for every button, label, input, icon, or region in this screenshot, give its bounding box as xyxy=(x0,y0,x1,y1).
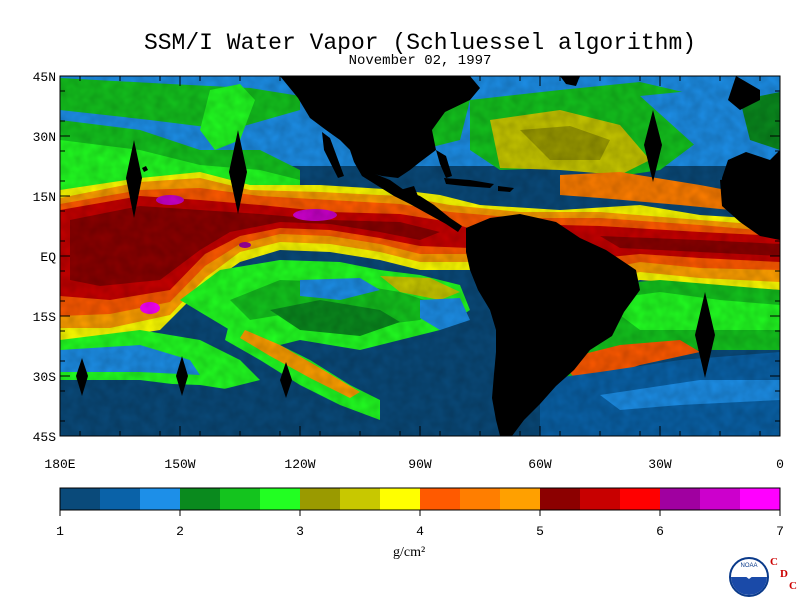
colorbar-tick-label: 7 xyxy=(776,524,784,539)
colorbar-swatch xyxy=(260,488,301,510)
cdc-logo: C D C xyxy=(768,556,800,596)
colorbar-swatch xyxy=(60,488,101,510)
noaa-logo-text: NOAA xyxy=(740,563,757,569)
lon-label: 120W xyxy=(284,457,315,472)
colorbar-tick-label: 5 xyxy=(536,524,544,539)
lat-label: 45S xyxy=(33,430,57,445)
latitude-axis: 45N 30N 15N EQ 15S 30S 45S xyxy=(33,70,780,445)
lat-label: 30S xyxy=(33,370,57,385)
lon-label: 30W xyxy=(648,457,672,472)
colorbar-swatch xyxy=(140,488,181,510)
lat-label: 15N xyxy=(33,190,56,205)
lon-label: 90W xyxy=(408,457,432,472)
colorbar-tick-label: 4 xyxy=(416,524,424,539)
cdc-letter-2: D xyxy=(780,568,788,580)
longitude-axis: 180E 150W 120W 90W 60W 30W 0 xyxy=(44,76,784,472)
colorbar-swatch xyxy=(420,488,461,510)
lon-label: 150W xyxy=(164,457,195,472)
colorbar-swatch xyxy=(460,488,501,510)
colorbar-swatch xyxy=(300,488,341,510)
colorbar-swatch xyxy=(540,488,581,510)
colorbar-tick-label: 1 xyxy=(56,524,64,539)
colorbar-units: g/cm² xyxy=(393,545,426,560)
colorbar: 1 2 3 4 5 6 7 xyxy=(56,487,784,539)
colorbar-swatch xyxy=(100,488,141,510)
colorbar-swatch xyxy=(740,488,781,510)
lon-label: 0 xyxy=(776,457,784,472)
lon-label: 60W xyxy=(528,457,552,472)
cdc-letter-1: C xyxy=(770,556,778,568)
map-title: SSM/I Water Vapor (Schluessel algorithm) xyxy=(143,30,697,56)
lat-label: 30N xyxy=(33,130,56,145)
colorbar-tick-label: 3 xyxy=(296,524,304,539)
colorbar-tick-label: 2 xyxy=(176,524,184,539)
lat-label: 15S xyxy=(33,310,57,325)
colorbar-swatch xyxy=(580,488,621,510)
lat-label: 45N xyxy=(33,70,56,85)
colorbar-swatch xyxy=(220,488,261,510)
colorbar-swatch xyxy=(500,488,541,510)
colorbar-swatch xyxy=(340,488,381,510)
lon-label: 180E xyxy=(44,457,75,472)
cdc-letter-3: C xyxy=(789,580,797,592)
colorbar-swatch xyxy=(180,488,221,510)
colorbar-swatch xyxy=(660,488,701,510)
colorbar-tick-label: 6 xyxy=(656,524,664,539)
lat-label: EQ xyxy=(40,250,56,265)
colorbar-swatch xyxy=(700,488,741,510)
noaa-seagull-logo: NOAA xyxy=(729,557,769,597)
colorbar-swatch xyxy=(620,488,661,510)
map-date: November 02, 1997 xyxy=(348,53,492,69)
colorbar-swatch xyxy=(380,488,421,510)
map-field xyxy=(60,76,780,436)
